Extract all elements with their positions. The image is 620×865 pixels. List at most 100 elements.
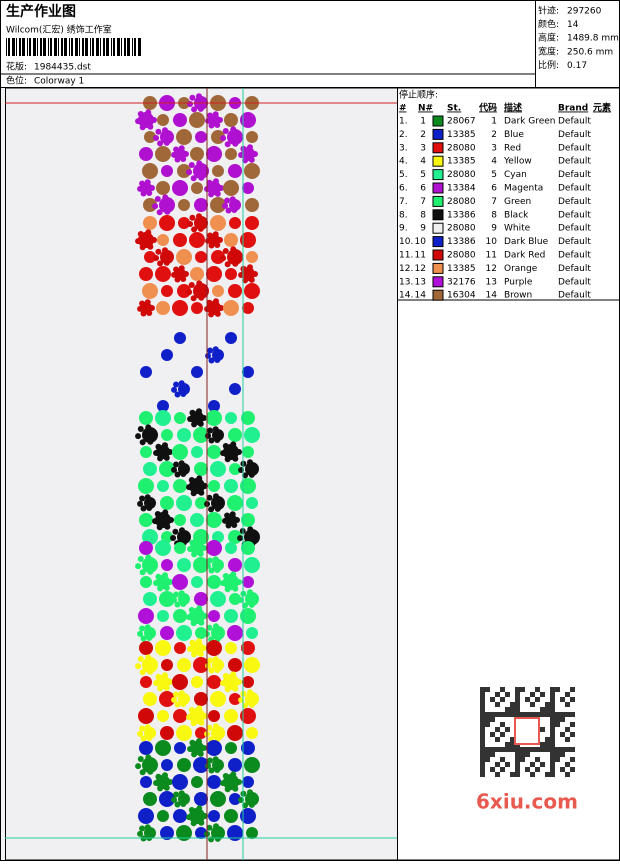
qr-cell <box>530 747 535 752</box>
code: 7 <box>491 197 497 207</box>
flower <box>173 609 187 623</box>
bar-stripe <box>6 38 7 56</box>
qr-cell <box>570 712 575 717</box>
petal <box>139 569 146 576</box>
flower <box>160 626 174 640</box>
petal <box>236 779 242 785</box>
flower <box>173 113 187 127</box>
petal <box>198 489 205 496</box>
flower <box>212 165 224 177</box>
qr-cell <box>550 712 555 717</box>
colorway-label: 色位: <box>6 75 27 87</box>
qr-cell <box>535 712 540 717</box>
flower <box>142 163 158 179</box>
qr-cell <box>545 737 550 742</box>
petal <box>220 255 227 262</box>
petal <box>140 505 147 512</box>
petal <box>135 563 142 570</box>
petal <box>208 506 215 513</box>
flower <box>241 513 255 527</box>
petal <box>172 528 179 535</box>
petal <box>212 823 219 830</box>
flower <box>225 742 237 754</box>
flower <box>174 332 186 344</box>
bar-stripe <box>27 38 28 56</box>
petal <box>180 276 187 283</box>
petal <box>212 623 219 630</box>
description: Cyan <box>504 170 527 180</box>
qr-cell <box>495 737 500 742</box>
qr-cell <box>495 762 500 767</box>
flower <box>173 809 187 823</box>
petal <box>144 624 151 631</box>
qr-cell <box>555 747 560 752</box>
flower <box>143 462 157 476</box>
flower <box>139 411 153 425</box>
qr-cell <box>515 707 520 712</box>
petal <box>212 231 219 238</box>
qr-cell <box>540 707 545 712</box>
flower <box>159 691 175 707</box>
bar-stripe <box>117 38 120 56</box>
flower <box>161 349 173 361</box>
petal <box>161 247 168 254</box>
petal <box>232 585 239 592</box>
petal <box>174 471 181 478</box>
petal <box>137 500 144 507</box>
stitch-code: 13385 <box>447 157 476 167</box>
design-label: 花版: <box>6 61 27 73</box>
petal <box>151 562 157 568</box>
petal <box>180 701 187 708</box>
column-header: N# <box>418 104 433 114</box>
petal <box>207 347 214 354</box>
qr-cell <box>535 697 540 702</box>
flower <box>173 479 187 493</box>
petal <box>236 679 242 685</box>
stitch-code: 28080 <box>447 143 476 153</box>
flower <box>190 147 204 161</box>
petal <box>189 539 196 546</box>
flower <box>177 428 191 442</box>
qr-cell <box>495 712 500 717</box>
color-swatch <box>432 276 444 288</box>
stitch-code: 28080 <box>447 251 476 261</box>
flower <box>212 285 224 297</box>
qr-cell <box>500 767 505 772</box>
petal <box>217 662 223 668</box>
code: 1 <box>491 117 497 127</box>
qr-cell <box>570 732 575 737</box>
qr-cell <box>485 687 490 692</box>
flower <box>155 540 171 556</box>
petal <box>236 134 242 140</box>
qr-cell <box>550 697 555 702</box>
flower <box>176 625 192 641</box>
petal <box>222 247 229 254</box>
flower <box>193 283 209 299</box>
petal <box>222 517 229 524</box>
flower <box>144 131 156 143</box>
petal <box>153 134 160 141</box>
bar-stripe <box>8 38 10 56</box>
petal <box>190 820 197 827</box>
petal <box>149 500 155 506</box>
flower <box>138 808 154 824</box>
qr-cell <box>550 742 555 747</box>
qr-cell <box>545 772 550 777</box>
petal <box>144 494 151 501</box>
petal <box>191 551 198 558</box>
petal <box>155 443 162 450</box>
petal <box>201 745 207 751</box>
flower <box>190 267 204 281</box>
petal <box>144 824 151 831</box>
description: Blue <box>504 130 524 140</box>
petal <box>187 645 194 652</box>
flower <box>173 233 187 247</box>
qr-cell <box>560 712 565 717</box>
flower <box>206 266 222 282</box>
stitch-code: 13386 <box>447 237 476 247</box>
qr-cell <box>550 772 555 777</box>
petal <box>208 242 215 249</box>
flower <box>224 479 238 493</box>
qr-cell <box>515 712 520 717</box>
qr-cell <box>515 697 520 702</box>
